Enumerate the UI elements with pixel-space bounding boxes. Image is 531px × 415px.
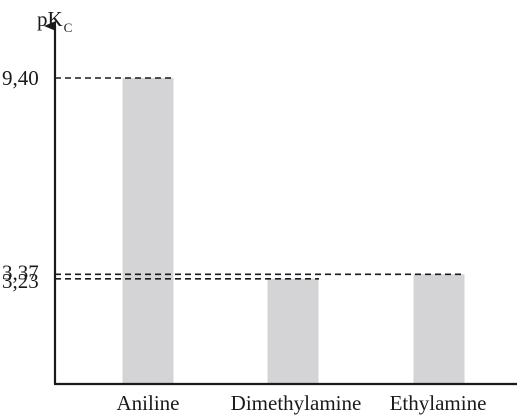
bar-dimethylamine: [267, 278, 319, 384]
bars: [122, 78, 465, 384]
category-label-aniline: Aniline: [117, 391, 180, 415]
value-label-ethylamine: 3,37: [2, 260, 39, 284]
category-labels: Aniline Dimethylamine Ethylamine: [117, 391, 487, 415]
y-axis-label-main: pK: [37, 7, 63, 31]
value-label-aniline: 9,40: [2, 66, 39, 90]
y-axis-label-subscript: C: [64, 20, 73, 35]
y-axis-label: pKC: [37, 7, 72, 35]
value-ticks: 9,40 3,233,37: [2, 66, 39, 293]
category-label-ethylamine: Ethylamine: [390, 391, 487, 415]
guide-lines: [55, 77, 465, 280]
bar-aniline: [122, 78, 174, 384]
bar-ethylamine: [413, 274, 465, 384]
category-label-dimethylamine: Dimethylamine: [231, 391, 362, 415]
value-label-dimethylamine: 3,23: [2, 269, 39, 293]
